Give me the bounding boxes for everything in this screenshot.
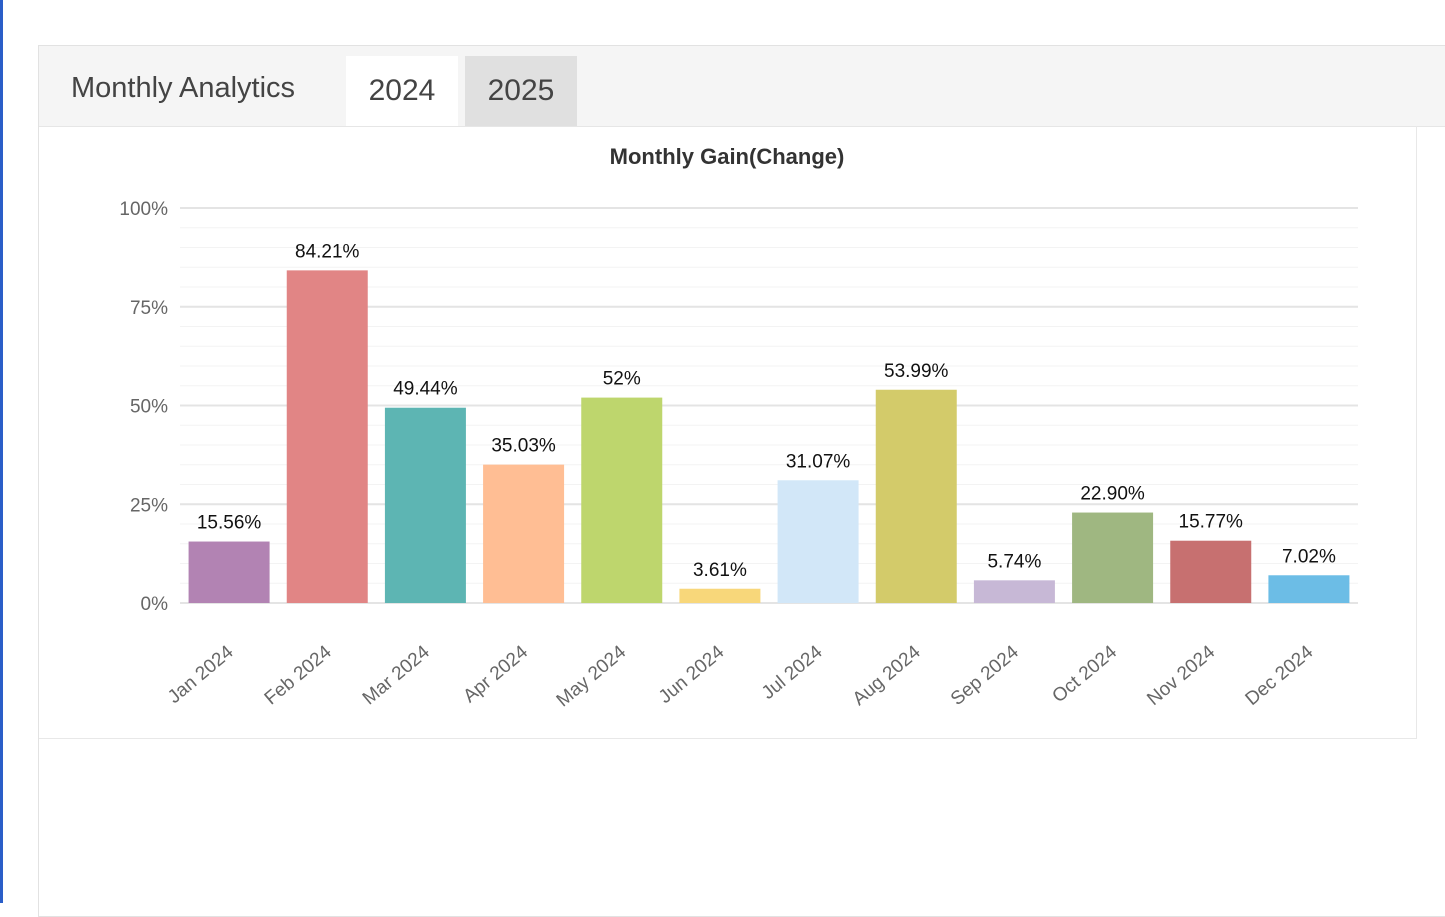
bar <box>777 480 859 603</box>
bar <box>1170 540 1252 603</box>
x-tick-label: Feb 2024 <box>261 641 336 709</box>
x-tick-label: Sep 2024 <box>947 641 1023 710</box>
x-tick-label: Mar 2024 <box>359 641 434 709</box>
card-title: Monthly Analytics <box>71 72 296 104</box>
value-label: 31.07% <box>786 451 851 472</box>
value-label: 22.90% <box>1080 484 1145 505</box>
y-tick-label: 0% <box>141 594 169 615</box>
year-tab[interactable]: 2024 <box>346 56 458 126</box>
value-label: 35.03% <box>491 436 556 457</box>
y-tick-label: 25% <box>130 495 168 516</box>
value-label: 15.77% <box>1179 512 1244 533</box>
value-label: 52% <box>603 369 641 390</box>
bar <box>1072 512 1154 603</box>
bar <box>875 389 957 603</box>
x-tick-label: Jul 2024 <box>758 641 827 704</box>
bar <box>384 407 466 603</box>
x-tick-label: Jan 2024 <box>164 641 238 708</box>
y-tick-label: 100% <box>119 199 168 220</box>
value-label: 3.61% <box>693 560 747 581</box>
bar <box>188 541 270 603</box>
card: Monthly Analytics 2024 2025 <box>38 45 1445 917</box>
x-tick-label: May 2024 <box>553 641 631 711</box>
value-label: 7.02% <box>1282 546 1336 567</box>
chart-title: Monthly Gain(Change) <box>610 144 845 169</box>
value-label: 53.99% <box>884 361 949 382</box>
x-tick-label: Jun 2024 <box>655 641 729 708</box>
bar <box>286 270 368 603</box>
y-tick-label: 75% <box>130 298 168 319</box>
x-tick-label: Apr 2024 <box>459 641 532 707</box>
bar <box>581 397 663 603</box>
x-tick-label: Dec 2024 <box>1242 641 1318 710</box>
x-tick-label: Aug 2024 <box>849 641 925 710</box>
y-tick-label: 50% <box>130 397 168 418</box>
chart-panel <box>39 126 1417 739</box>
bar <box>1268 575 1350 603</box>
bar <box>973 580 1055 603</box>
value-label: 15.56% <box>197 513 262 534</box>
bar <box>483 464 565 603</box>
x-tick-label: Oct 2024 <box>1048 641 1121 707</box>
year-tab[interactable]: 2025 <box>465 56 577 126</box>
bar <box>679 588 761 603</box>
x-tick-label: Nov 2024 <box>1143 641 1219 710</box>
window-edge <box>0 0 3 903</box>
value-label: 84.21% <box>295 241 360 262</box>
card-header: Monthly Analytics 2024 2025 <box>39 46 1445 127</box>
value-label: 5.74% <box>987 551 1041 572</box>
value-label: 49.44% <box>393 379 458 400</box>
